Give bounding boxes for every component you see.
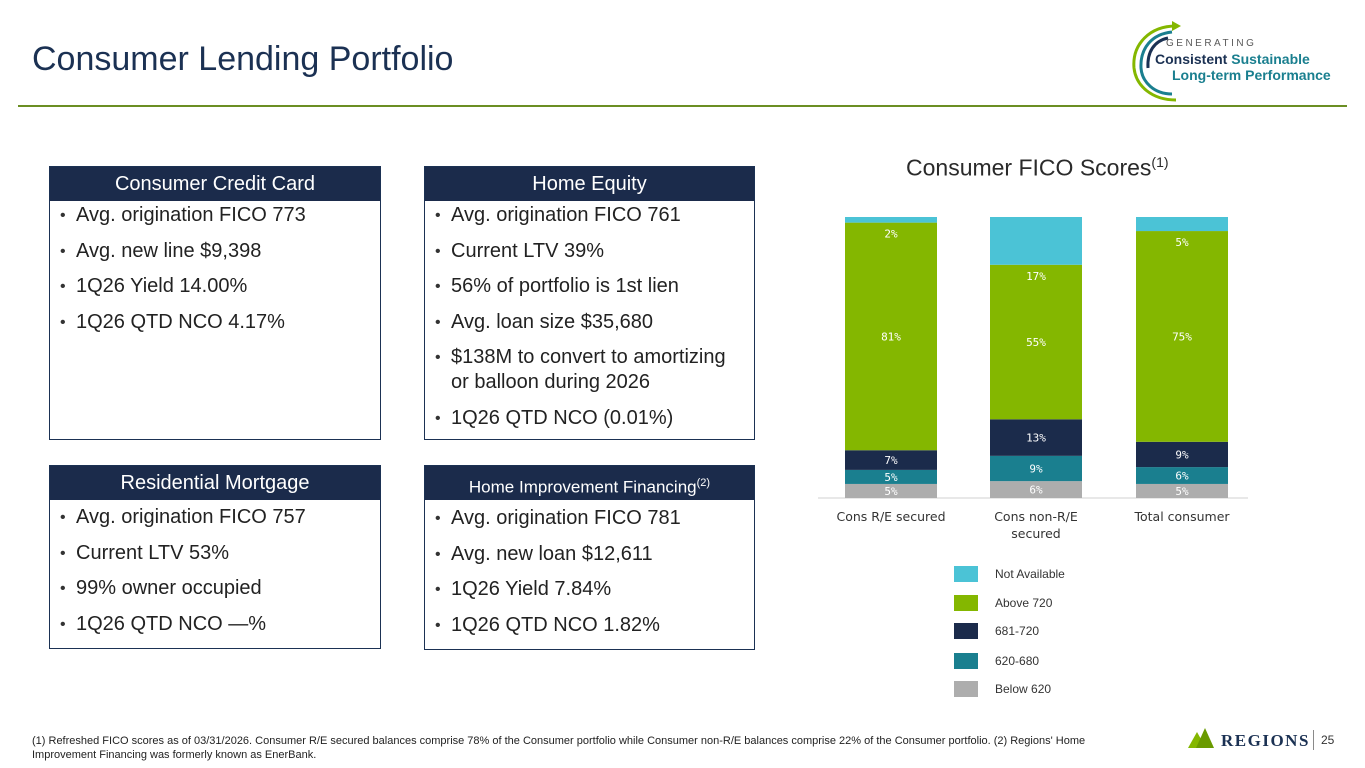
footnote-marker: (2) bbox=[696, 477, 711, 489]
title-divider bbox=[18, 105, 1347, 107]
triangles-icon bbox=[1188, 728, 1214, 748]
legend-label: Not Available bbox=[995, 567, 1065, 581]
list-item: 99% owner occupied bbox=[60, 576, 374, 601]
chart-footnote-marker: (1) bbox=[1151, 154, 1169, 170]
data-label: 5% bbox=[884, 485, 898, 498]
list-item: Avg. new line $9,398 bbox=[60, 239, 374, 264]
mortgage-panel: Residential Mortgage Avg. origination FI… bbox=[49, 465, 381, 649]
home-improvement-header: Home Improvement Financing(2) bbox=[425, 466, 754, 500]
list-item: 1Q26 QTD NCO 1.82% bbox=[435, 613, 748, 638]
data-label: 7% bbox=[884, 454, 898, 467]
bar-segment bbox=[845, 450, 937, 470]
legend-swatch bbox=[954, 653, 978, 669]
generating-performance-logo: GENERATING Consistent Sustainable Long-t… bbox=[1128, 20, 1348, 104]
legend-label: 681-720 bbox=[995, 624, 1040, 638]
list-item: Avg. origination FICO 757 bbox=[60, 505, 374, 530]
bar-segment bbox=[990, 455, 1082, 482]
page-title: Consumer Lending Portfolio bbox=[32, 40, 454, 78]
mortgage-list: Avg. origination FICO 757 Current LTV 53… bbox=[50, 500, 380, 637]
legend-swatch bbox=[954, 681, 978, 697]
logo-generating: GENERATING bbox=[1166, 38, 1257, 49]
circular-arrow-icon bbox=[1132, 21, 1181, 102]
data-label: 2% bbox=[884, 228, 898, 241]
credit-card-header: Consumer Credit Card bbox=[50, 167, 380, 201]
legend-label: Below 620 bbox=[995, 682, 1052, 696]
data-label: 5% bbox=[1175, 236, 1189, 249]
data-label: 81% bbox=[881, 330, 901, 343]
data-label: 13% bbox=[1026, 432, 1046, 445]
legend-label: 620-680 bbox=[995, 654, 1040, 668]
category-label: secured bbox=[1011, 526, 1061, 541]
home-equity-panel: Home Equity Avg. origination FICO 761 Cu… bbox=[424, 166, 755, 440]
home-equity-header: Home Equity bbox=[425, 167, 754, 201]
bar-segment bbox=[845, 217, 937, 223]
bar-segment bbox=[1136, 467, 1228, 484]
data-label: 6% bbox=[1175, 470, 1189, 483]
category-label: Cons non-R/E bbox=[994, 509, 1078, 524]
list-item: Current LTV 39% bbox=[435, 239, 748, 264]
footnote: (1) Refreshed FICO scores as of 03/31/20… bbox=[32, 735, 1086, 761]
list-item: 1Q26 Yield 7.84% bbox=[435, 577, 748, 602]
list-item: 1Q26 Yield 14.00% bbox=[60, 274, 374, 299]
logo-line-1: Consistent Sustainable bbox=[1155, 51, 1310, 67]
list-item: 1Q26 QTD NCO 4.17% bbox=[60, 310, 374, 335]
bar-segment bbox=[845, 222, 937, 451]
bar-segment bbox=[1136, 483, 1228, 498]
list-item: 56% of portfolio is 1st lien bbox=[435, 274, 748, 299]
bar-segment bbox=[1136, 231, 1228, 442]
list-item: Avg. origination FICO 781 bbox=[435, 506, 748, 531]
bar-segment bbox=[1136, 217, 1228, 232]
regions-logo: REGIONS 25 bbox=[1188, 726, 1358, 752]
bar-segment bbox=[990, 264, 1082, 420]
bar-segment bbox=[1136, 441, 1228, 468]
brand-divider bbox=[1313, 730, 1314, 750]
data-label: 17% bbox=[1026, 270, 1046, 283]
logo-longterm: Long-term Performance bbox=[1172, 67, 1331, 83]
home-improvement-list: Avg. origination FICO 781 Avg. new loan … bbox=[425, 500, 754, 638]
chart-title-text: Consumer FICO Scores bbox=[906, 154, 1152, 181]
home-equity-list: Avg. origination FICO 761 Current LTV 39… bbox=[425, 201, 754, 431]
logo-sustainable: Sustainable bbox=[1231, 51, 1310, 67]
chart-title: Consumer FICO Scores(1) bbox=[906, 154, 1169, 182]
category-label: Total consumer bbox=[1133, 509, 1230, 524]
brand-name: REGIONS bbox=[1221, 731, 1310, 750]
home-improvement-panel: Home Improvement Financing(2) Avg. origi… bbox=[424, 465, 755, 650]
data-label: 5% bbox=[1175, 485, 1189, 498]
credit-card-panel: Consumer Credit Card Avg. origination FI… bbox=[49, 166, 381, 440]
bar-segment bbox=[990, 481, 1082, 498]
data-label: 5% bbox=[884, 471, 898, 484]
data-label: 9% bbox=[1175, 448, 1189, 461]
bar-segment bbox=[990, 217, 1082, 265]
bar-segment bbox=[990, 419, 1082, 456]
category-label: Cons R/E secured bbox=[836, 509, 945, 524]
credit-card-list: Avg. origination FICO 773 Avg. new line … bbox=[50, 201, 380, 335]
data-label: 55% bbox=[1026, 336, 1046, 349]
list-item: $138M to convert to amortizing or balloo… bbox=[435, 345, 748, 395]
list-item: Current LTV 53% bbox=[60, 541, 374, 566]
legend-label: Above 720 bbox=[995, 596, 1053, 610]
legend-swatch bbox=[954, 566, 978, 582]
list-item: Avg. new loan $12,611 bbox=[435, 542, 748, 567]
bar-segment bbox=[845, 483, 937, 498]
fico-stacked-bar-chart: 5%5%7%81%2%Cons R/E secured6%9%13%55%17%… bbox=[818, 217, 1248, 541]
legend-swatch bbox=[954, 623, 978, 639]
home-improvement-title: Home Improvement Financing bbox=[468, 477, 697, 497]
list-item: 1Q26 QTD NCO (0.01%) bbox=[435, 406, 748, 431]
list-item: 1Q26 QTD NCO —% bbox=[60, 612, 374, 637]
data-label: 9% bbox=[1029, 462, 1043, 475]
data-label: 6% bbox=[1029, 484, 1043, 497]
legend-swatch bbox=[954, 595, 978, 611]
data-label: 75% bbox=[1172, 330, 1192, 343]
mortgage-header: Residential Mortgage bbox=[50, 466, 380, 500]
logo-consistent: Consistent bbox=[1155, 51, 1228, 67]
list-item: Avg. origination FICO 773 bbox=[60, 203, 374, 228]
bar-segment bbox=[845, 469, 937, 484]
page-number: 25 bbox=[1321, 733, 1335, 747]
list-item: Avg. loan size $35,680 bbox=[435, 310, 748, 335]
list-item: Avg. origination FICO 761 bbox=[435, 203, 748, 228]
